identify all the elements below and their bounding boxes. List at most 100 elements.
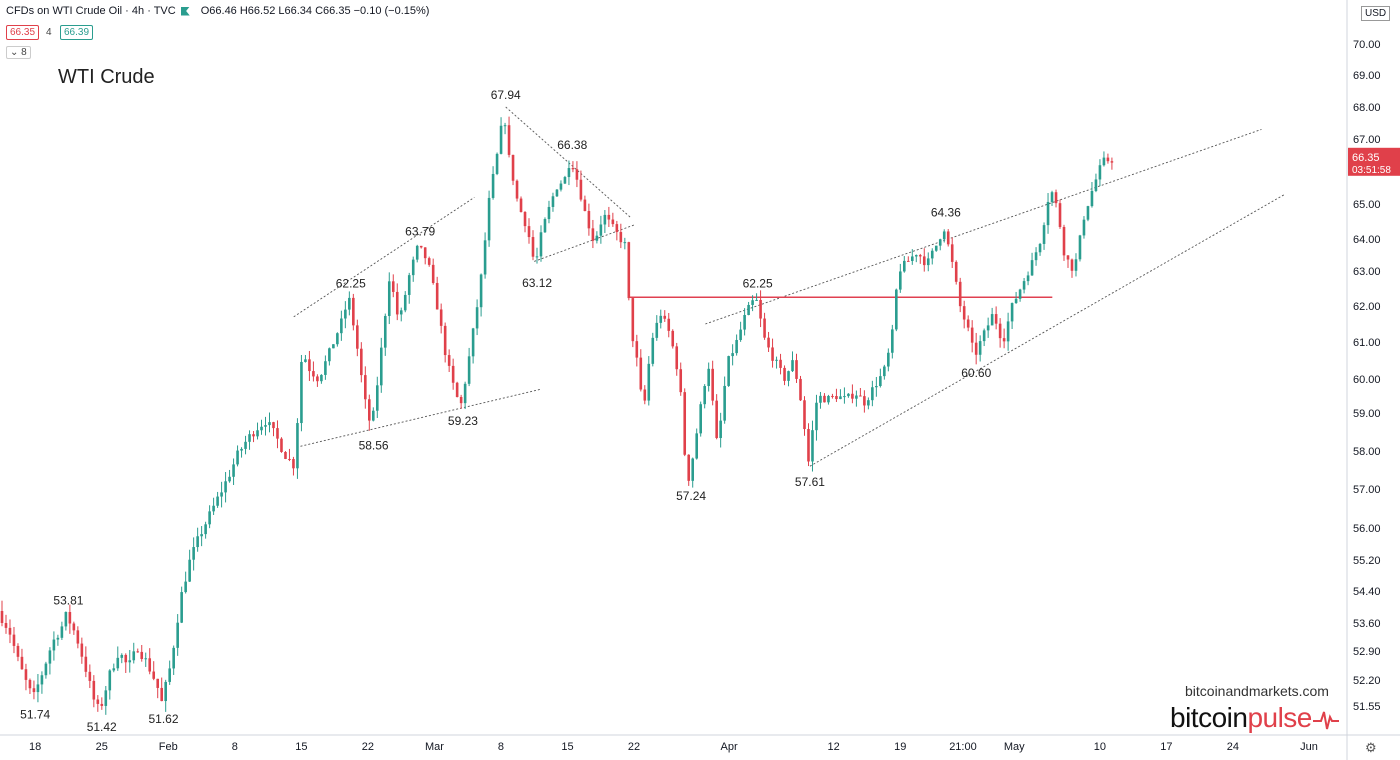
- candle-body: [300, 361, 303, 424]
- candle-body: [172, 647, 175, 669]
- candle-body: [922, 256, 926, 266]
- candle-body: [224, 481, 227, 493]
- candle-body: [160, 687, 163, 702]
- candle-body: [595, 235, 599, 241]
- candle-body: [675, 346, 679, 370]
- candle-body: [296, 423, 299, 469]
- candle-body: [715, 400, 718, 439]
- price-tick-label: 61.00: [1353, 337, 1381, 349]
- candle-body: [579, 179, 583, 200]
- time-tick-label: Apr: [721, 741, 738, 753]
- candle-body: [471, 328, 475, 357]
- candle-body: [899, 271, 902, 290]
- candle-body: [4, 622, 8, 628]
- bid-price-box[interactable]: 66.35: [6, 25, 40, 40]
- price-tick-label: 65.00: [1353, 199, 1381, 211]
- currency-button[interactable]: USD: [1361, 6, 1391, 21]
- candle-body: [663, 315, 667, 319]
- candle-body: [280, 438, 283, 452]
- price-tick-label: 70.00: [1353, 39, 1381, 51]
- brand-part-a: bitcoin: [1170, 702, 1248, 733]
- candle-body: [415, 245, 419, 260]
- price-tick-label: 68.00: [1353, 102, 1381, 114]
- flag-icon: [180, 6, 190, 16]
- candle-body: [1042, 225, 1046, 244]
- candle-body: [795, 360, 798, 379]
- candle-body: [96, 699, 100, 704]
- ask-price-box[interactable]: 66.39: [60, 25, 94, 40]
- price-tick-label: 60.00: [1353, 374, 1381, 386]
- candle-body: [44, 663, 48, 676]
- candle-body: [419, 245, 423, 248]
- candle-body: [926, 258, 930, 266]
- candle-body: [763, 318, 766, 338]
- candle-body: [831, 395, 834, 397]
- candle-body: [395, 291, 399, 315]
- brand-part-b: pulse: [1247, 702, 1312, 733]
- candle-body: [455, 382, 459, 398]
- candle-body: [503, 125, 507, 127]
- candle-body: [591, 228, 595, 241]
- candle-body: [731, 353, 734, 357]
- candle-body: [603, 214, 607, 225]
- price-tick-label: 56.00: [1353, 523, 1381, 535]
- candle-body: [567, 168, 571, 178]
- candle-body: [495, 153, 499, 174]
- candle-body: [615, 224, 619, 233]
- time-tick-label: 18: [29, 741, 41, 753]
- candle-body: [843, 396, 846, 398]
- candle-body: [723, 385, 726, 421]
- candle-body: [80, 643, 84, 657]
- candle-body: [607, 214, 611, 220]
- candle-body: [427, 258, 431, 265]
- watermark-site: bitcoinandmarkets.com: [1185, 683, 1329, 699]
- candle-body: [555, 189, 559, 197]
- candle-body: [188, 559, 191, 582]
- price-pivot-label: 57.24: [676, 489, 706, 503]
- candle-body: [974, 342, 978, 355]
- indicators-toggle[interactable]: ⌄ 8: [6, 46, 31, 59]
- candle-body: [962, 306, 966, 320]
- candle-body: [1046, 201, 1050, 226]
- candle-body: [775, 359, 778, 361]
- time-tick-label: 15: [295, 741, 307, 753]
- price-pivot-label: 63.79: [405, 225, 435, 239]
- candle-body: [687, 454, 691, 481]
- price-pivot-label: 51.62: [148, 712, 178, 726]
- symbol-name[interactable]: CFDs on WTI Crude Oil · 4h · TVC: [6, 5, 176, 17]
- price-pivot-label: 66.38: [557, 138, 587, 152]
- candle-body: [104, 690, 108, 706]
- candle-body: [248, 434, 251, 442]
- symbol-header[interactable]: CFDs on WTI Crude Oil · 4h · TVC O66.46 …: [6, 5, 429, 17]
- trendlines: [293, 106, 1286, 467]
- candle-body: [527, 226, 531, 238]
- candle-body: [679, 369, 683, 393]
- candle-body: [84, 656, 88, 672]
- candle-body: [966, 319, 970, 328]
- candle-body: [771, 347, 774, 361]
- trendline: [809, 193, 1286, 467]
- price-tick-label: 52.20: [1353, 675, 1381, 687]
- candle-body: [1030, 260, 1034, 276]
- candle-body: [252, 434, 255, 437]
- candle-body: [1002, 338, 1006, 342]
- candle-body: [320, 374, 323, 382]
- candle-body: [16, 645, 20, 657]
- candle-body: [463, 383, 467, 404]
- candle-body: [268, 422, 271, 426]
- candle-body: [942, 231, 946, 240]
- candle-body: [1034, 252, 1038, 261]
- candle-body: [827, 395, 830, 403]
- candle-body: [515, 180, 519, 199]
- candle-body: [431, 264, 435, 283]
- candle-body: [563, 177, 567, 184]
- candle-body: [727, 356, 730, 386]
- candle-body: [196, 536, 199, 548]
- candle-body: [372, 410, 375, 421]
- candle-body: [711, 368, 714, 401]
- candle-body: [240, 448, 243, 451]
- candle-body: [487, 197, 491, 241]
- settings-gear-icon[interactable]: ⚙: [1365, 740, 1377, 755]
